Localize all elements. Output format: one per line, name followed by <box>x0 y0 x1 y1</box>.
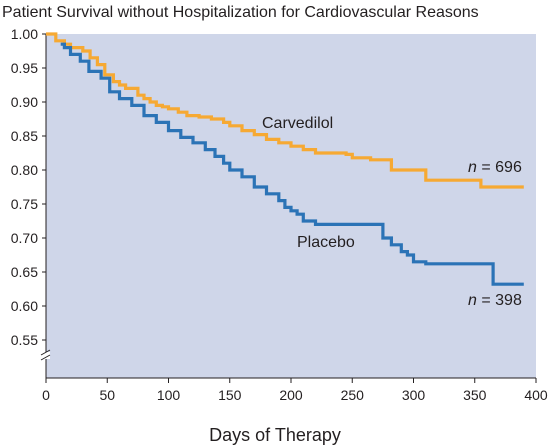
x-tick-label: 100 <box>157 387 181 403</box>
chart-title: Patient Survival without Hospitalization… <box>2 4 479 21</box>
y-tick-label: 0.60 <box>11 298 38 314</box>
n-label-placebo: n = 398 <box>468 292 522 309</box>
series-line-carvedilol <box>46 32 524 189</box>
axis-break-mark <box>40 349 51 356</box>
y-tick-label: 0.55 <box>11 332 38 348</box>
y-tick-label: 0.90 <box>11 94 38 110</box>
axis-ticks: 0.55 0.60 0.65 0.70 0.75 0.80 0.85 0.90 0.95 1.00… <box>11 26 548 403</box>
y-tick-label: 0.95 <box>11 60 38 76</box>
x-tick-label: 400 <box>524 387 548 403</box>
axes <box>40 34 536 379</box>
x-tick-label: 0 <box>42 387 50 403</box>
series-lines <box>46 32 524 286</box>
x-tick-label: 250 <box>341 387 365 403</box>
x-axis-title: Days of Therapy <box>209 425 341 445</box>
n-label-carvedilol: n = 696 <box>468 159 522 176</box>
axis-break-mark <box>40 354 51 361</box>
x-tick-label: 300 <box>402 387 426 403</box>
x-tick-label: 350 <box>463 387 487 403</box>
y-tick-label: 0.85 <box>11 128 38 144</box>
x-tick-label: 200 <box>279 387 303 403</box>
series-label-placebo: Placebo <box>297 234 355 251</box>
annotations: Carvedilol n = 696 Placebo n = 398 <box>262 115 522 309</box>
axis-break-gap <box>42 352 50 359</box>
series-label-carvedilol: Carvedilol <box>262 115 333 132</box>
series-line-placebo <box>60 42 524 286</box>
y-tick-label: 0.75 <box>11 196 38 212</box>
y-tick-label: 1.00 <box>11 26 38 42</box>
x-tick-label: 150 <box>218 387 242 403</box>
x-tick-label: 50 <box>99 387 115 403</box>
y-tick-label: 0.70 <box>11 230 38 246</box>
y-tick-label: 0.65 <box>11 264 38 280</box>
y-tick-label: 0.80 <box>11 162 38 178</box>
